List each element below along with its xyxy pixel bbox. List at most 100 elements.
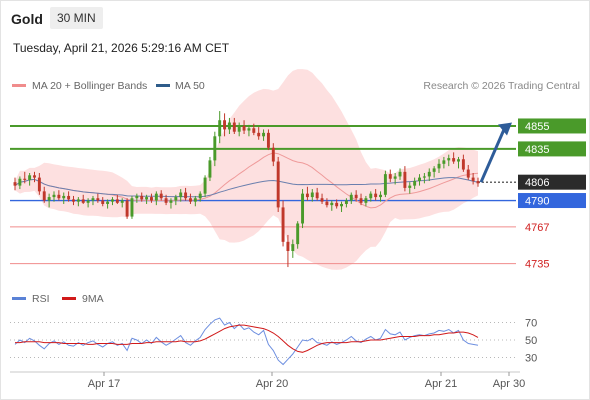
candle-68: [344, 200, 348, 204]
candle-47: [242, 125, 246, 131]
candle-69: [349, 194, 353, 201]
candle-54: [276, 161, 280, 208]
instrument-name: Gold: [11, 11, 43, 27]
candle-88: [442, 160, 446, 164]
price-label-4767: 4767: [525, 222, 549, 234]
candle-38: [198, 193, 202, 199]
candle-35: [184, 192, 188, 199]
candle-58: [296, 223, 300, 245]
candle-76: [383, 174, 387, 195]
candle-23: [125, 200, 129, 217]
timestamp: Tuesday, April 21, 2026 5:29:16 AM CET: [13, 41, 230, 55]
candle-60: [305, 193, 309, 198]
candle-52: [266, 132, 270, 148]
candle-86: [432, 168, 436, 172]
price-label-bg-4790: [518, 193, 586, 209]
candle-53: [271, 147, 275, 162]
candle-56: [286, 241, 290, 251]
candle-6: [42, 191, 46, 201]
candle-41: [213, 136, 217, 161]
candle-79: [398, 171, 402, 177]
candle-14: [81, 199, 85, 203]
candle-66: [335, 202, 339, 207]
legend-label-ma20: MA 20 + Bollinger Bands: [32, 80, 148, 92]
price-label-bg-4855: [518, 118, 586, 134]
candle-32: [169, 200, 173, 203]
candle-24: [130, 198, 134, 217]
forecast-arrow-shaft: [479, 128, 506, 183]
candle-34: [179, 192, 183, 198]
legend-item-rsi: RSI: [12, 293, 50, 305]
rsi-line: [14, 317, 479, 366]
legend-item-ma20-bollinger: MA 20 + Bollinger Bands: [12, 80, 147, 92]
legend-label-rsi: RSI: [32, 293, 50, 305]
legend-item-ma50: MA 50: [156, 80, 205, 92]
candle-92: [461, 159, 465, 170]
candle-80: [403, 171, 407, 188]
candle-62: [315, 192, 319, 199]
candle-1: [18, 178, 22, 186]
candle-83: [418, 177, 421, 182]
candle-18: [101, 200, 105, 204]
candle-57: [291, 244, 295, 251]
candle-15: [86, 200, 90, 203]
candle-30: [159, 193, 163, 199]
forecast-arrow-head: [498, 122, 512, 136]
candle-0: [13, 182, 17, 186]
candle-84: [422, 176, 426, 178]
x-tick-label-1: Apr 20: [256, 378, 288, 390]
candle-94: [471, 177, 475, 182]
candle-85: [427, 171, 431, 177]
candle-33: [174, 197, 178, 201]
candle-43: [223, 120, 227, 130]
copyright-notice: Research © 2026 Trading Central: [423, 80, 580, 92]
legend-item-9ma: 9MA: [62, 293, 104, 305]
candle-89: [447, 158, 451, 161]
candle-28: [150, 197, 153, 201]
candle-73: [369, 193, 373, 199]
candle-90: [452, 158, 456, 162]
candle-12: [72, 199, 75, 202]
candle-19: [106, 201, 110, 204]
candle-13: [76, 199, 80, 202]
candle-70: [354, 194, 358, 199]
legend-swatch-9ma: [62, 297, 76, 300]
price-label-bg-4806: [518, 174, 586, 190]
candle-4: [33, 175, 36, 178]
candle-39: [203, 177, 207, 194]
x-tick-label-3: Apr 30: [493, 378, 525, 390]
rsi-9ma-line: [15, 324, 479, 353]
candle-67: [340, 203, 343, 207]
ma50-line: [14, 177, 479, 198]
candle-78: [393, 176, 397, 179]
legend-label-9ma: 9MA: [82, 293, 104, 305]
candle-45: [232, 122, 236, 132]
candle-61: [310, 192, 314, 198]
timeframe-button[interactable]: 30 MIN: [50, 7, 103, 29]
price-label-bg-4835: [518, 141, 586, 157]
candle-64: [325, 201, 329, 206]
candle-65: [330, 202, 334, 206]
candle-87: [437, 163, 441, 169]
rsi-tick-70: 70: [525, 318, 537, 330]
candle-59: [301, 193, 305, 224]
candle-9: [57, 194, 61, 199]
candle-51: [262, 132, 266, 137]
candle-29: [154, 193, 158, 201]
candle-77: [388, 174, 392, 179]
candle-37: [193, 198, 197, 202]
candle-81: [408, 185, 412, 188]
candle-49: [252, 128, 256, 133]
price-label-4790: 4790: [525, 196, 549, 208]
price-label-4735: 4735: [525, 259, 549, 271]
legend-swatch-rsi: [12, 297, 26, 300]
candle-22: [120, 200, 124, 203]
legend-label-ma50: MA 50: [175, 80, 205, 92]
candle-55: [281, 207, 285, 242]
candle-21: [115, 199, 119, 203]
price-label-4855: 4855: [525, 121, 549, 133]
candle-50: [257, 132, 261, 137]
candle-75: [379, 194, 382, 198]
candle-31: [164, 198, 168, 203]
